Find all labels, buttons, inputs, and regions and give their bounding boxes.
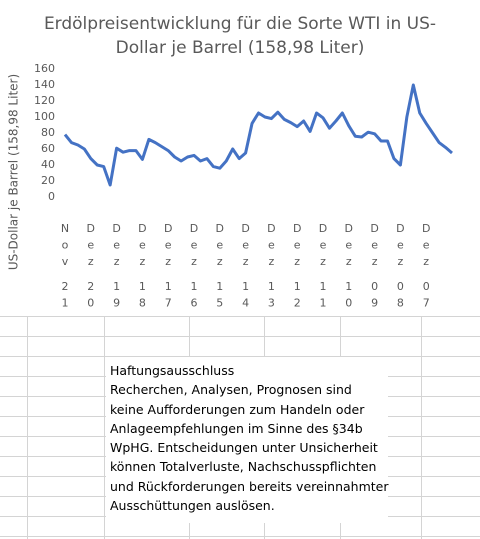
disclaimer-line: Ausschüttungen auslösen. [110, 498, 275, 514]
chart-title: Erdölpreisentwicklung für die Sorte WTI … [44, 14, 436, 34]
y-tick-label: 20 [41, 174, 55, 187]
y-tick-label: 140 [34, 78, 55, 91]
chart: Erdölpreisentwicklung für die Sorte WTI … [6, 14, 453, 310]
disclaimer-line: und Rückforderungen bereits vereinnahmte… [110, 478, 389, 494]
y-axis-label: US-Dollar je Barrel (158,98 Liter) [7, 74, 21, 270]
y-tick-label: 0 [48, 190, 55, 203]
disclaimer-line: keine Aufforderungen zum Handeln oder [110, 401, 365, 417]
chart-title: Dollar je Barrel (158,98 Liter) [116, 38, 365, 58]
y-tick-label: 40 [41, 158, 55, 171]
y-tick-label: 60 [41, 142, 55, 155]
y-tick-label: 100 [34, 110, 55, 123]
y-tick-label: 120 [34, 94, 55, 107]
data-line [63, 83, 453, 187]
text-box: Haftungsausschluss Recherchen, Analysen, … [106, 357, 389, 523]
y-tick-label: 80 [41, 126, 55, 139]
disclaimer-line: können Totalverluste, Nachschusspflichte… [110, 459, 377, 475]
disclaimer-line: Anlageempfehlungen im Sinne des §34b [110, 420, 363, 436]
disclaimer-line: WpHG. Entscheidungen unter Unsicherheit [110, 440, 378, 456]
disclaimer-line: Recherchen, Analysen, Prognosen sind [110, 382, 352, 398]
disclaimer-line: Haftungsausschluss [110, 363, 235, 378]
y-tick-label: 160 [34, 62, 55, 75]
